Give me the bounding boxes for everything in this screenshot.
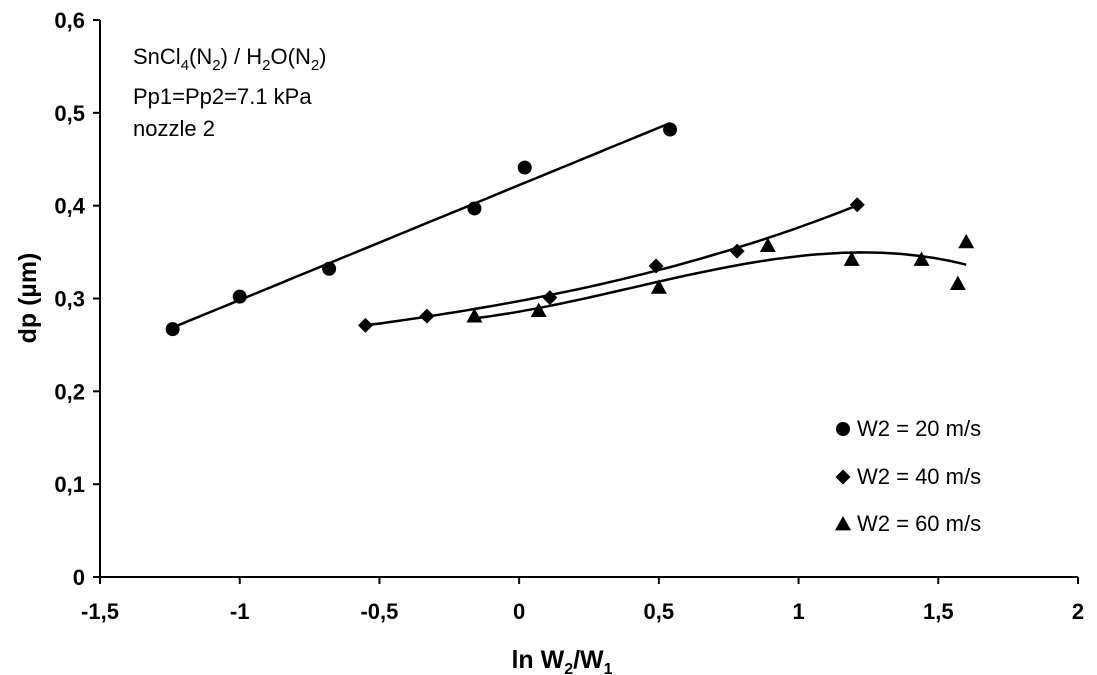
x-axis-title: ln W2/W1 <box>511 646 612 675</box>
series-3-point <box>958 233 975 249</box>
data-points <box>165 122 975 337</box>
series-2-point <box>357 317 373 333</box>
y-tick-label: 0 <box>73 565 85 590</box>
legend-marker-2 <box>835 469 851 485</box>
legend-marker-1 <box>836 422 850 436</box>
x-tick-label: 0 <box>513 599 525 624</box>
y-tick-label: 0,3 <box>54 287 85 312</box>
y-tick-label: 0,1 <box>54 472 85 497</box>
y-tick-label: 0,2 <box>54 379 85 404</box>
x-tick-label: 1,5 <box>923 599 954 624</box>
x-tick-label: 0,5 <box>644 599 675 624</box>
x-ticks: -1,5 -1 -0,5 0 0,5 1 1,5 2 <box>81 577 1084 624</box>
annotation-line-2: Pp1=Pp2=7.1 kPa <box>133 84 312 109</box>
series-1-point <box>467 201 482 216</box>
series-3-point <box>650 279 667 294</box>
legend-label-1: W2 = 20 m/s <box>857 416 981 441</box>
series-1-point <box>165 322 180 337</box>
y-axis-title: dp (µm) <box>14 253 42 344</box>
legend: W2 = 20 m/s W2 = 40 m/s W2 = 60 m/s <box>835 416 981 536</box>
x-tick-label: -0,5 <box>360 599 398 624</box>
y-tick-label: 0,5 <box>54 101 85 126</box>
y-tick-label: 0,6 <box>54 8 85 33</box>
series-2-point <box>648 258 664 274</box>
series-1-point <box>663 122 678 137</box>
series-3-point <box>949 275 966 291</box>
legend-label-2: W2 = 40 m/s <box>857 464 981 489</box>
series-2-point <box>729 243 745 259</box>
series-1-point <box>322 261 337 276</box>
x-tick-label: -1,5 <box>81 599 119 624</box>
series-3-point <box>843 251 860 266</box>
series-2-point <box>419 308 435 324</box>
series-1-point <box>232 289 247 304</box>
x-tick-label: -1 <box>230 599 250 624</box>
series-3-point <box>913 251 930 266</box>
trend-line-1 <box>172 121 671 329</box>
series-3-point <box>466 308 483 323</box>
annotation-line-1: SnCl4(N2) / H2O(N2) <box>133 44 327 74</box>
x-tick-label: 1 <box>792 599 804 624</box>
trend-line-2 <box>365 204 858 327</box>
series-2-point <box>542 290 558 306</box>
trend-line-3 <box>474 251 967 320</box>
y-tick-label: 0,4 <box>54 194 85 219</box>
series-2-point <box>849 197 865 213</box>
series-3-point <box>530 302 547 317</box>
series-1-point <box>517 160 532 175</box>
series-3-point <box>759 237 776 252</box>
legend-marker-3 <box>835 516 851 531</box>
legend-label-3: W2 = 60 m/s <box>857 511 981 536</box>
y-ticks: 0 0,1 0,2 0,3 0,4 0,5 0,6 <box>54 8 100 590</box>
annotation-line-3: nozzle 2 <box>133 116 215 141</box>
trend-lines <box>172 121 967 329</box>
x-tick-label: 2 <box>1072 599 1084 624</box>
